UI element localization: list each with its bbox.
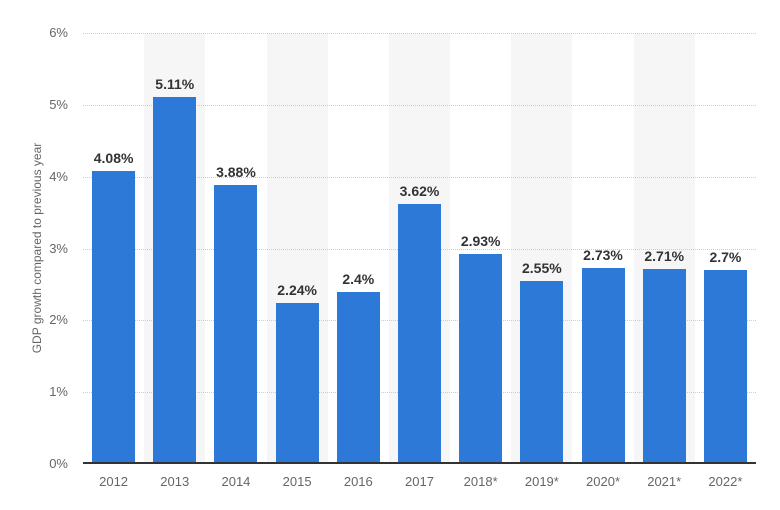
gridline <box>83 33 756 34</box>
plot-area: 4.08% 5.11% 3.88% 2.24% 2.4% 3.62% 2.93% 2.55% 2… <box>83 33 756 464</box>
x-axis-tick-label: 2012 <box>99 474 129 489</box>
bar[interactable] <box>703 270 747 464</box>
gridline <box>83 104 756 106</box>
x-axis-tick-label: 2022* <box>708 474 743 489</box>
bar[interactable] <box>581 267 625 464</box>
bar-value-label: 4.08% <box>93 149 134 166</box>
bar[interactable] <box>336 291 380 464</box>
bar[interactable] <box>520 280 564 464</box>
bar[interactable] <box>398 203 441 464</box>
bar[interactable] <box>214 185 258 464</box>
gridline <box>83 176 756 178</box>
bar[interactable] <box>153 96 197 464</box>
y-axis-tick-label: 2% <box>49 312 68 328</box>
x-axis-tick-label: 2018* <box>463 474 498 489</box>
bar-value-label: 2.71% <box>644 248 685 265</box>
y-axis-tick-label: 4% <box>49 168 68 184</box>
x-axis-tick-label: 2019* <box>524 474 559 489</box>
bar-value-label: 2.73% <box>583 246 623 263</box>
bar-value-label: 3.62% <box>399 182 440 199</box>
bar[interactable] <box>459 253 503 464</box>
x-axis-line <box>83 462 756 464</box>
bar-value-label: 2.7% <box>709 249 742 266</box>
x-axis-tick-label: 2015 <box>282 474 312 489</box>
x-axis-tick-label: 2016 <box>343 474 373 489</box>
y-axis-tick-label: 6% <box>49 25 68 40</box>
bar-value-label: 3.88% <box>216 164 256 181</box>
x-axis-tick-label: 2013 <box>160 474 190 489</box>
y-axis-tick-label: 1% <box>49 384 68 400</box>
bar-value-label: 2.24% <box>277 282 317 299</box>
x-axis-tick-label: 2017 <box>405 474 434 489</box>
bar-value-label: 5.11% <box>155 75 195 92</box>
bar[interactable] <box>275 303 319 464</box>
x-axis-tick-label: 2014 <box>221 474 251 489</box>
x-axis-tick-label: 2020* <box>586 474 621 489</box>
bar-value-label: 2.93% <box>460 232 501 249</box>
bar-value-label: 2.55% <box>522 259 562 276</box>
y-axis-tick-label: 0% <box>49 456 68 471</box>
bar[interactable] <box>92 170 136 464</box>
x-axis-tick-label: 2021* <box>647 474 682 489</box>
bar[interactable] <box>642 269 686 464</box>
bar-value-label: 2.4% <box>342 270 375 287</box>
y-axis-tick-label: 3% <box>49 240 68 256</box>
y-axis-tick-label: 5% <box>49 96 68 112</box>
